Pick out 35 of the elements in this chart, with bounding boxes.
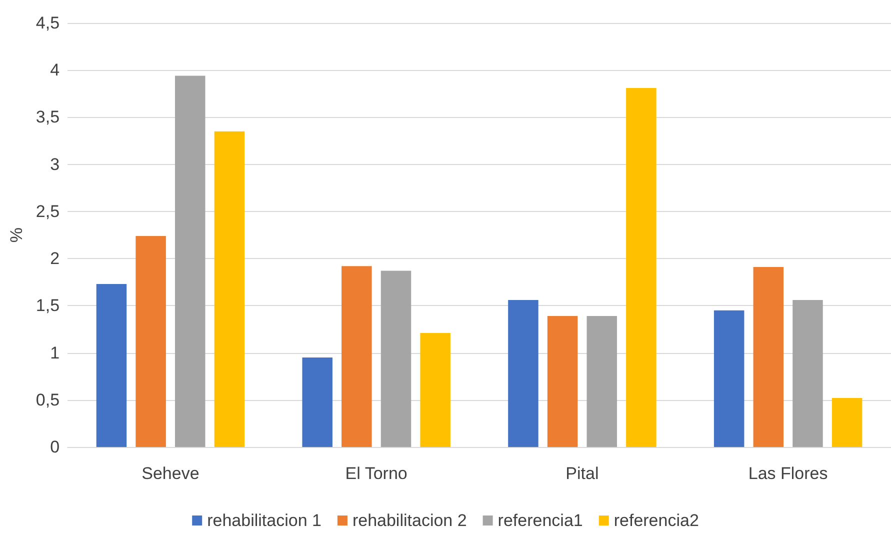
x-tick-label: Las Flores [748,464,828,483]
legend-label: referencia1 [498,511,583,530]
y-tick-label: 0 [50,438,60,456]
x-tick-label: El Torno [345,464,408,483]
bar [586,316,617,447]
bar [714,310,744,447]
bar [214,131,245,447]
bar [342,266,372,447]
bar [753,267,784,447]
y-tick-label: 4 [50,60,60,80]
bar [136,236,166,447]
bar [96,284,127,447]
y-tick-label: 1 [50,343,60,362]
y-axis-title: % [7,227,26,243]
bar [547,316,578,447]
legend-label: rehabilitacion 2 [352,511,467,530]
y-tick-label: 3 [50,154,60,174]
x-tick-label: Seheve [142,464,200,483]
bar [508,300,538,447]
bar [380,270,412,447]
legend-label: rehabilitacion 1 [207,511,322,530]
bar [626,88,656,447]
y-tick-label: 2 [50,249,60,268]
y-tick-label: 4,5 [36,14,60,32]
y-tick-label: 0,5 [36,390,60,410]
y-tick-label: 1,5 [36,296,60,316]
y-tick-label: 3,5 [36,108,60,127]
legend-label: referencia2 [614,511,699,530]
y-tick-label: 2,5 [36,202,60,221]
bar [420,332,450,447]
bar [832,398,862,447]
bar [175,76,206,447]
x-tick-label: Pital [566,464,599,483]
bar [792,300,823,447]
bar [302,357,332,447]
